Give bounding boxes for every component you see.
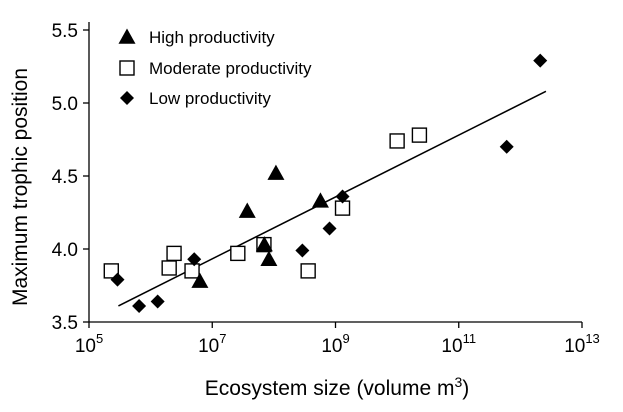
data-point-diamond-filled [187, 252, 202, 267]
legend-marker-square-open [119, 60, 135, 76]
data-point-triangle-filled [267, 164, 285, 180]
y-tick-label: 3.5 [52, 313, 78, 334]
data-point-triangle-filled [191, 272, 209, 288]
data-point-square-open [161, 260, 177, 276]
legend-label: Low productivity [149, 89, 271, 108]
data-point-diamond-filled [132, 298, 147, 313]
data-point-triangle-filled [238, 202, 256, 218]
y-tick-label: 5.5 [52, 21, 78, 42]
regression-line [118, 90, 547, 307]
data-point-triangle-filled [260, 250, 278, 267]
legend-label: Moderate productivity [149, 59, 312, 78]
x-axis-title-text: Ecosystem size (volume m [205, 377, 455, 400]
data-point-square-open [230, 245, 246, 262]
x-tick-label: 105 [75, 331, 103, 357]
axis-ticks: 3.5 4.0 4.5 5.0 5.5 105 107 109 1011 1013 [52, 21, 600, 357]
data-point-square-open [103, 263, 119, 279]
y-tick-label: 5.0 [52, 94, 78, 115]
x-tick-label: 1011 [441, 331, 476, 357]
data-point-square-open [184, 263, 200, 279]
data-point-square-open [166, 245, 182, 262]
data-points [103, 53, 548, 313]
data-point-triangle-filled [311, 192, 329, 208]
x-tick-label: 107 [198, 331, 226, 357]
x-axis-title-superscript: 3 [454, 374, 462, 390]
y-tick-label: 4.5 [52, 167, 78, 188]
legend-marker-triangle-filled [118, 28, 136, 44]
fit-line-group [118, 90, 547, 307]
data-point-diamond-filled [322, 221, 337, 236]
data-point-diamond-filled [335, 189, 350, 204]
y-axis-title: Maximum trophic position [9, 68, 32, 306]
x-tick-label: 1013 [564, 331, 600, 357]
y-tick-label: 4.0 [52, 240, 78, 261]
x-tick-label: 109 [321, 331, 349, 357]
data-point-diamond-filled [110, 272, 125, 287]
data-point-diamond-filled [150, 294, 165, 309]
legend: High productivity Moderate productivity Lo… [118, 28, 312, 108]
data-point-square-open [411, 127, 428, 143]
data-point-square-open [389, 133, 405, 149]
legend-label: High productivity [149, 28, 275, 47]
x-axis-title-suffix: ) [462, 377, 469, 400]
data-point-square-open [300, 263, 316, 279]
x-axis-title: Ecosystem size (volume m3) [205, 374, 470, 400]
data-point-diamond-filled [295, 243, 310, 258]
legend-marker-diamond-filled [120, 91, 134, 105]
data-point-triangle-filled [255, 236, 273, 252]
data-point-diamond-filled [533, 53, 548, 68]
data-point-diamond-filled [499, 139, 514, 154]
